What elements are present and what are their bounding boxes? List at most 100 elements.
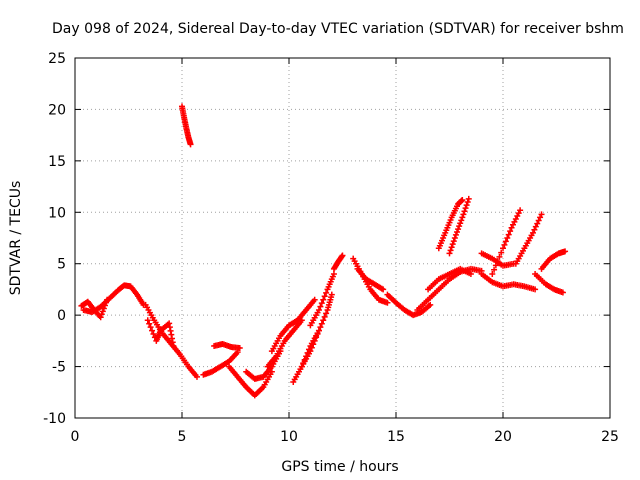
data-point-marker [562, 248, 569, 255]
data-point-marker [446, 250, 453, 257]
data-point-marker [170, 343, 177, 349]
y-tick-label: 0 [57, 308, 66, 324]
data-point-marker [459, 196, 466, 203]
data-point-marker [500, 245, 506, 252]
y-tick-label: 15 [48, 154, 66, 170]
y-tick-label: -10 [43, 411, 66, 427]
chart-title: Day 098 of 2024, Sidereal Day-to-day VTE… [52, 21, 624, 37]
data-point-marker [144, 317, 151, 324]
data-point-marker [187, 141, 194, 148]
axis-ticks: 0 5 10 15 20 25 -10 -5 0 5 10 15 20 25 [43, 51, 619, 445]
data-point-marker [100, 305, 107, 312]
data-point-marker [502, 238, 509, 245]
data-point-marker [311, 296, 318, 303]
series-arc-evening-f [478, 250, 517, 269]
data-point-marker [534, 220, 541, 227]
data-point-marker [104, 296, 111, 303]
data-point-marker [505, 231, 512, 238]
data-point-marker [328, 291, 335, 298]
data-point-marker [103, 299, 110, 306]
data-point-marker [147, 324, 154, 331]
y-tick-label: 25 [48, 51, 66, 67]
data-point-marker [456, 223, 463, 230]
data-point-marker [450, 238, 457, 245]
y-tick-label: 20 [48, 102, 66, 118]
data-point-marker [315, 327, 322, 334]
series-arc-evening-e [538, 248, 569, 272]
x-tick-label: 15 [387, 429, 405, 445]
data-point-marker [98, 311, 105, 318]
data-point-marker [317, 324, 324, 331]
data-point-marker [310, 341, 317, 348]
y-tick-label: 5 [57, 257, 66, 273]
data-point-marker [537, 214, 544, 221]
data-point-marker [427, 301, 434, 308]
data-point-marker [330, 271, 337, 277]
series-arc-steep-2 [446, 195, 472, 257]
data-point-marker [459, 214, 466, 221]
series-arc-evening-a [478, 271, 539, 293]
series-arc-early-spread [78, 296, 111, 321]
data-point-marker [496, 253, 503, 260]
series-arc-midday-c [384, 291, 434, 319]
data-point-marker [463, 202, 470, 209]
series-arc-morning-hump [80, 282, 147, 316]
data-point-marker [321, 293, 328, 300]
series-arc-high-isolated [179, 103, 194, 148]
series-arc-evening-d [532, 271, 566, 296]
series-arc-rise-d [298, 291, 335, 370]
data-point-marker [315, 307, 322, 313]
data-point-marker [150, 331, 157, 337]
data-point-marker [320, 317, 327, 324]
data-points [78, 103, 569, 399]
data-point-marker [193, 373, 200, 380]
data-point-marker [451, 235, 458, 241]
plot-frame [74, 57, 611, 419]
y-tick-label: -5 [52, 360, 66, 376]
data-point-marker [323, 289, 330, 296]
data-point-marker [467, 271, 474, 277]
data-point-marker [532, 286, 539, 293]
series-arc-trough-c [226, 363, 275, 399]
data-point-marker [314, 331, 321, 337]
data-point-marker [384, 299, 391, 306]
data-point-marker [455, 226, 462, 233]
data-point-marker [321, 313, 328, 320]
data-point-marker [448, 244, 455, 251]
series-arc-evening-b [489, 207, 524, 277]
data-point-marker [311, 337, 318, 344]
data-point-marker [504, 235, 511, 241]
data-point-marker [498, 249, 505, 256]
data-point-marker [308, 344, 315, 351]
data-point-marker [313, 334, 320, 341]
data-point-marker [491, 266, 498, 273]
data-point-marker [510, 260, 517, 267]
data-point-marker [465, 195, 472, 202]
data-point-marker [449, 241, 456, 248]
data-point-marker [559, 289, 566, 296]
data-point-marker [447, 247, 454, 254]
data-point-marker [532, 223, 539, 230]
x-tick-label: 25 [601, 429, 619, 445]
data-point-marker [507, 228, 514, 235]
data-point-marker [323, 310, 330, 317]
data-point-marker [236, 345, 243, 352]
data-point-marker [517, 207, 524, 214]
data-point-marker [99, 308, 106, 315]
data-point-marker [460, 211, 467, 218]
series-arc-afternoon-b [425, 265, 474, 293]
series-arc-midday-b [354, 265, 387, 293]
data-point-marker [489, 271, 496, 277]
data-point-marker [453, 229, 460, 235]
data-point-marker [146, 320, 153, 327]
series-arc-rise-a [264, 317, 305, 370]
series-arc-evening-c [512, 211, 545, 267]
y-axis-label: SDTVAR / TECUs [8, 181, 24, 296]
series-arc-scatter-pre5 [144, 317, 177, 349]
data-point-marker [101, 302, 108, 309]
data-point-marker [461, 208, 468, 215]
data-point-marker [318, 320, 325, 327]
series-arc-noon-peak [330, 252, 346, 272]
x-tick-label: 0 [71, 429, 80, 445]
